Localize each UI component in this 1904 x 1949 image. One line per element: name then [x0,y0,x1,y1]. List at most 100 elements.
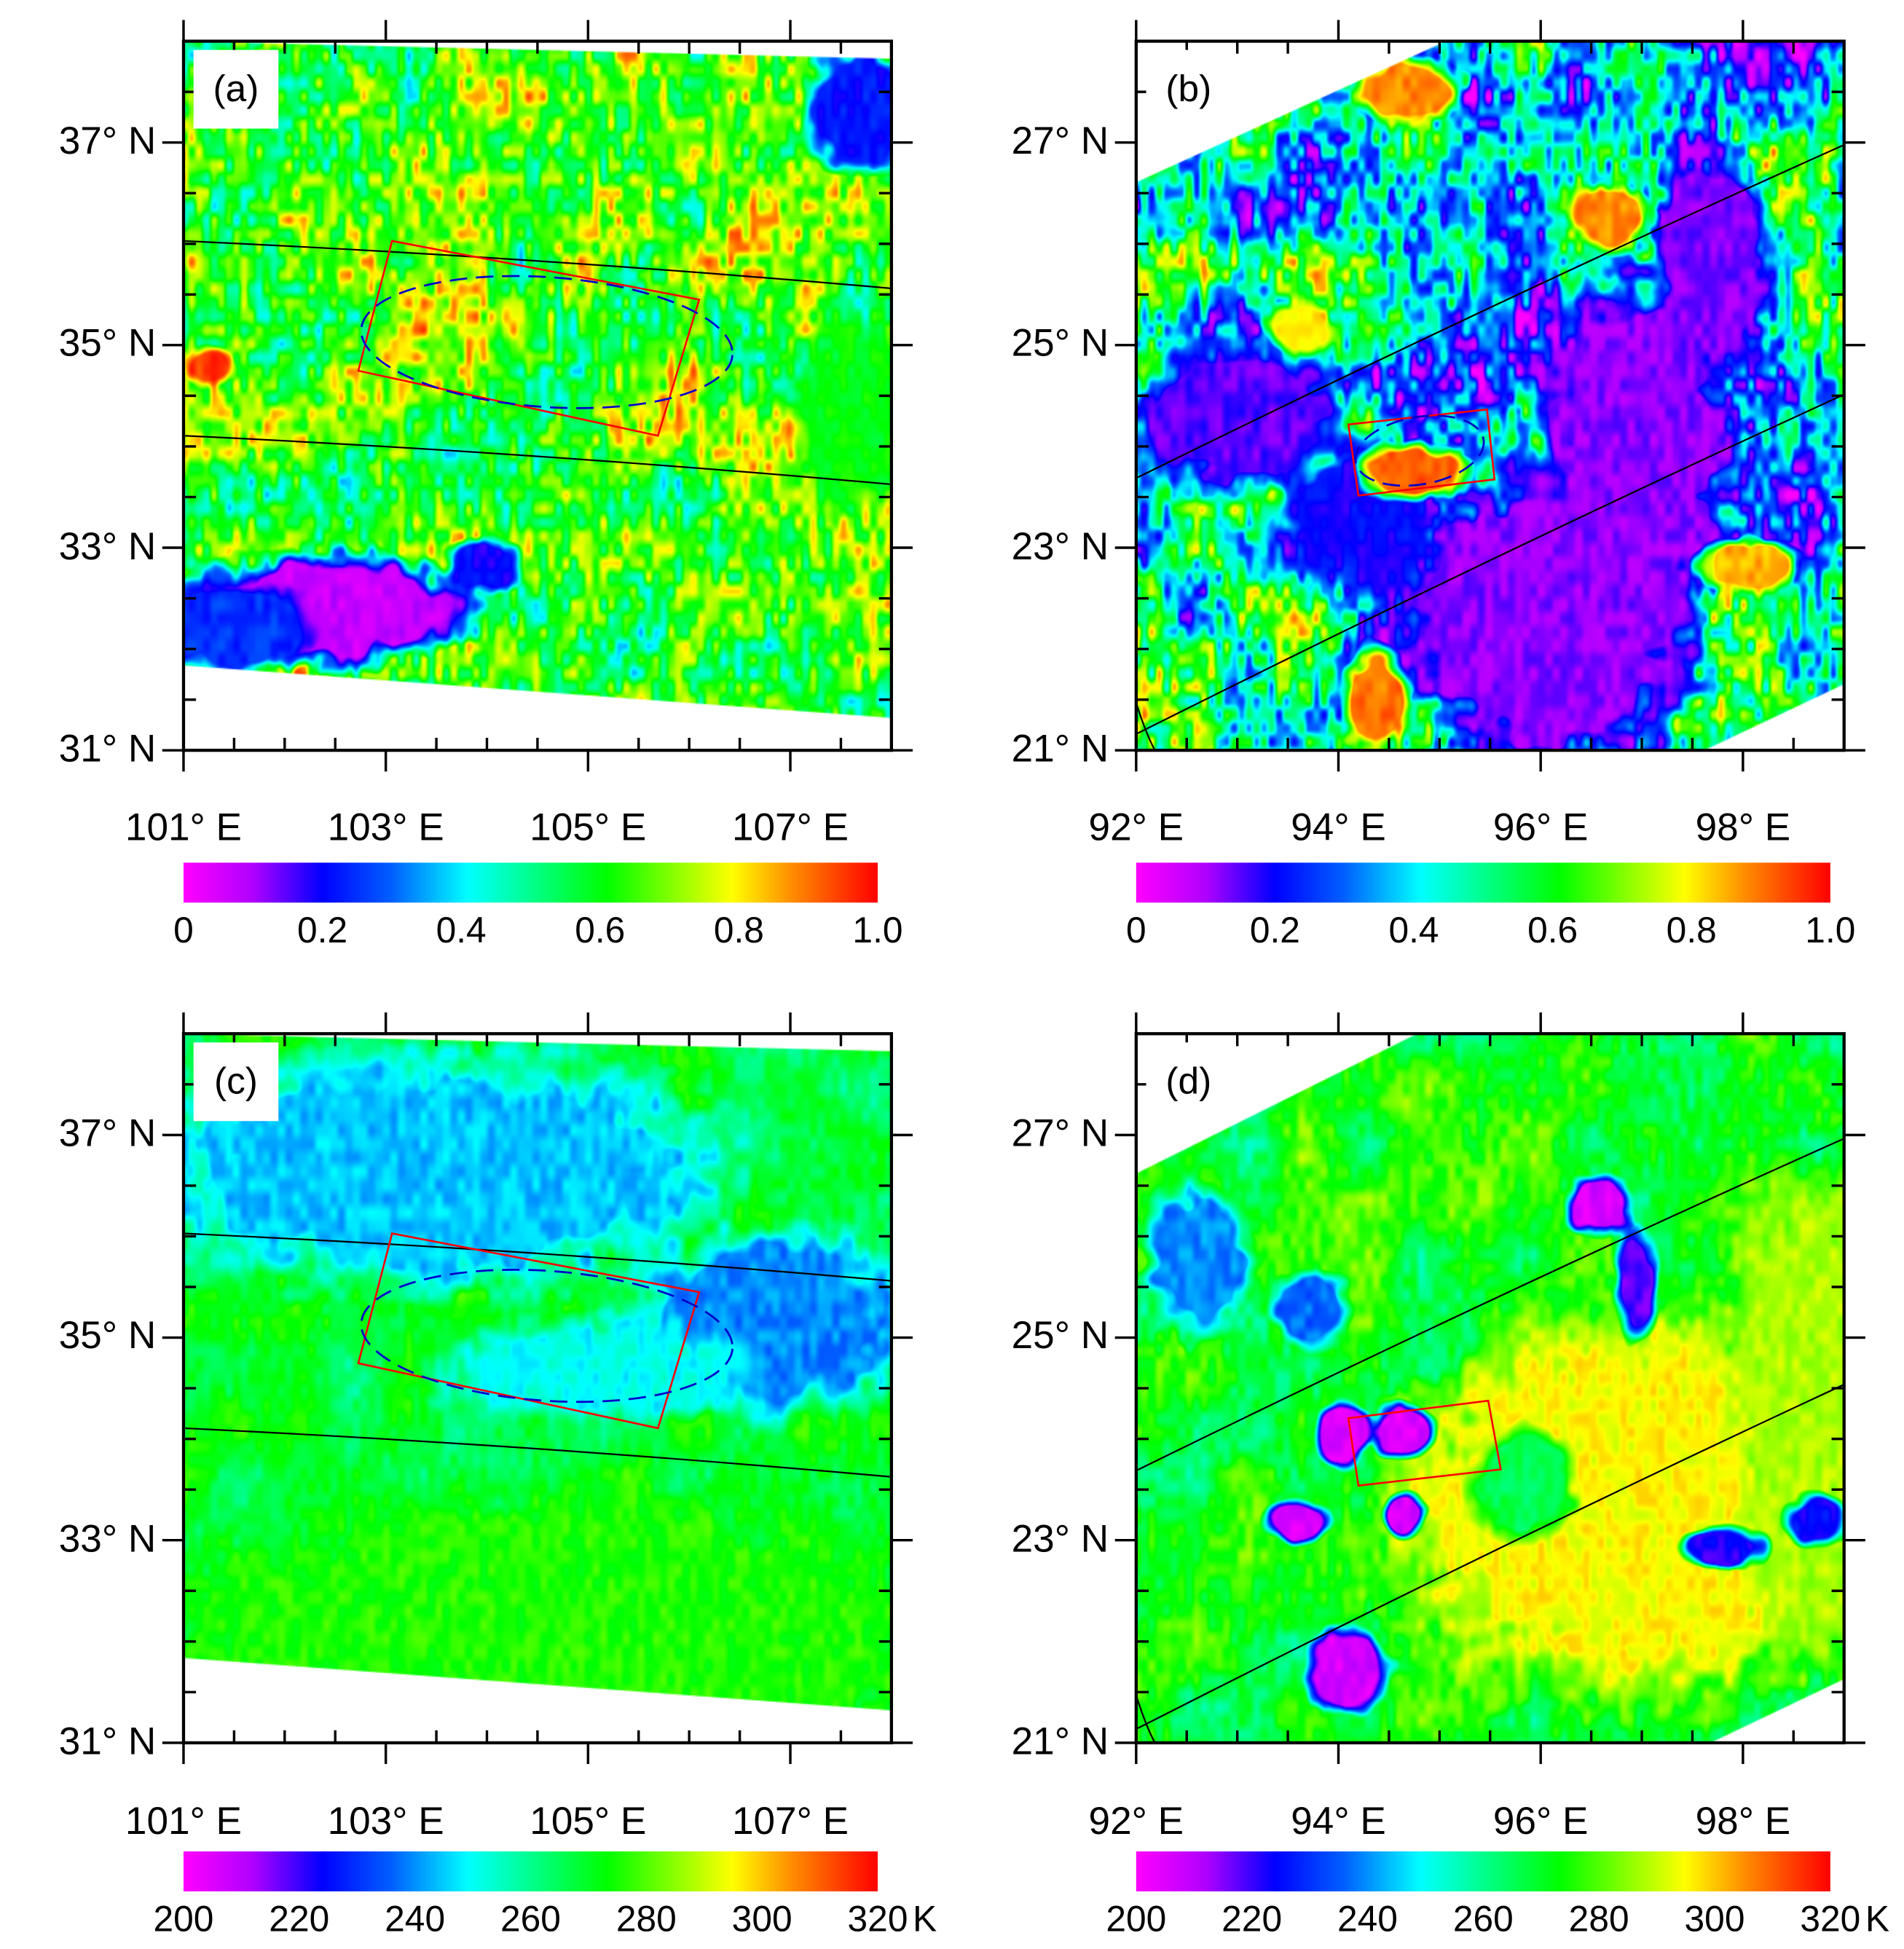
colorbar-tick-label: 260 [500,1899,561,1940]
colorbar-tick-label: 0.4 [436,911,487,952]
colorbar-tick-label: 0.8 [1666,911,1717,952]
colorbar-tick-label: 0.2 [296,911,348,952]
swath-track-line [1136,1383,1845,1731]
lon-tick-label: 94° E [1291,1799,1386,1843]
colorbar-tick-label: 300 [1684,1899,1745,1940]
colorbar-tick-label: 0.2 [1249,911,1300,952]
study-area-box [1347,1399,1502,1487]
colorbar-tick-label: 240 [385,1899,446,1940]
colorbar-tick-label: 280 [1568,1899,1629,1940]
map-plot-a: (a) [162,20,913,772]
lon-tick-label: 94° E [1291,805,1386,849]
map-frame [181,39,894,752]
swath-track-line [183,1232,892,1282]
colorbar-a [183,862,878,903]
lat-tick-label: 33° N [58,1516,157,1561]
lon-tick-label: 98° E [1695,1799,1791,1843]
lat-tick-label: 35° N [58,321,157,366]
colorbar-c [183,1851,878,1891]
lon-tick-label: 101° E [125,805,243,849]
colorbar-b [1136,862,1830,903]
study-area-box [1347,408,1496,497]
lon-tick-label: 96° E [1492,1799,1589,1843]
colorbar-tick-label: 220 [1222,1899,1283,1940]
colorbar-tick-label: 220 [269,1899,330,1940]
satellite-image-d [1136,1033,1844,1743]
lat-tick-label: 27° N [1011,1111,1109,1155]
lon-tick-label: 105° E [530,1799,647,1843]
colorbar-tick-label: 1.0 [852,911,903,952]
panel-label: (d) [1146,1042,1232,1122]
lat-tick-label: 37° N [58,119,157,163]
lat-tick-label: 25° N [1011,321,1109,366]
lon-tick-label: 98° E [1695,805,1791,849]
lon-tick-label: 107° E [731,1799,849,1843]
lat-tick-label: 25° N [1011,1313,1109,1358]
panel-label: (a) [193,50,279,129]
colorbar-tick-label: 0 [173,911,194,952]
map-overlay-d [1114,1012,1865,1765]
convective-ellipse [360,275,734,409]
lat-tick-label: 31° N [58,1719,157,1763]
panel-label: (c) [193,1042,279,1122]
colorbar-tick-label: 260 [1452,1899,1514,1940]
lat-tick-label: 21° N [1011,1719,1109,1763]
lon-tick-label: 107° E [731,805,849,849]
lat-tick-label: 31° N [58,726,157,771]
map-frame [1134,39,1846,752]
lat-tick-label: 37° N [58,1111,157,1155]
colorbar-tick-label: 0 [1125,911,1146,952]
lat-tick-label: 35° N [58,1313,157,1358]
colorbar-d [1136,1851,1830,1891]
swath-track-line [1136,1138,1845,1472]
satellite-image-a [183,41,892,751]
colorbar-tick-label: 0.8 [713,911,764,952]
lon-tick-label: 105° E [530,805,647,849]
lon-tick-label: 101° E [125,1799,243,1843]
map-frame [181,1032,894,1745]
colorbar-unit: K [913,1899,937,1940]
swath-track-line [1136,393,1845,735]
lon-tick-label: 92° E [1088,1799,1184,1843]
lat-tick-label: 33° N [58,524,157,568]
colorbar-tick-label: 240 [1337,1899,1398,1940]
swath-track-line [183,1427,892,1478]
colorbar-unit: K [1865,1899,1890,1940]
study-area-box [357,240,701,437]
map-overlay-c [162,1012,913,1765]
lon-tick-label: 103° E [327,805,444,849]
colorbar-tick-label: 1.0 [1805,911,1856,952]
study-area-box [357,1232,701,1430]
map-frame [1134,1032,1846,1745]
swath-track-line [183,240,892,290]
lon-tick-label: 103° E [327,1799,444,1843]
lat-tick-label: 23° N [1011,1516,1109,1561]
panel-label: (b) [1146,50,1232,129]
colorbar-tick-label: 200 [153,1899,214,1940]
map-overlay-a [162,20,913,772]
colorbar-tick-label: 0.6 [575,911,626,952]
map-plot-d: (d) [1114,1012,1865,1765]
satellite-image-b [1136,41,1844,751]
map-overlay-b [1114,20,1865,772]
colorbar-tick-label: 0.4 [1388,911,1439,952]
lon-tick-label: 96° E [1492,805,1589,849]
map-plot-c: (c) [162,1012,913,1765]
swath-track-line [183,435,892,486]
convective-ellipse [360,1269,734,1403]
lat-tick-label: 23° N [1011,524,1109,568]
convective-ellipse [1354,414,1485,487]
lat-tick-label: 21° N [1011,726,1109,771]
lat-tick-label: 27° N [1011,119,1109,163]
coastline [1135,702,1156,751]
colorbar-tick-label: 200 [1106,1899,1167,1940]
lon-tick-label: 92° E [1088,805,1184,849]
colorbar-tick-label: 0.6 [1527,911,1578,952]
colorbar-tick-label: 320 [847,1899,908,1940]
map-plot-b: (b) [1114,20,1865,772]
colorbar-tick-label: 300 [731,1899,792,1940]
colorbar-tick-label: 280 [615,1899,677,1940]
satellite-image-c [183,1033,892,1743]
coastline [1135,1695,1156,1744]
